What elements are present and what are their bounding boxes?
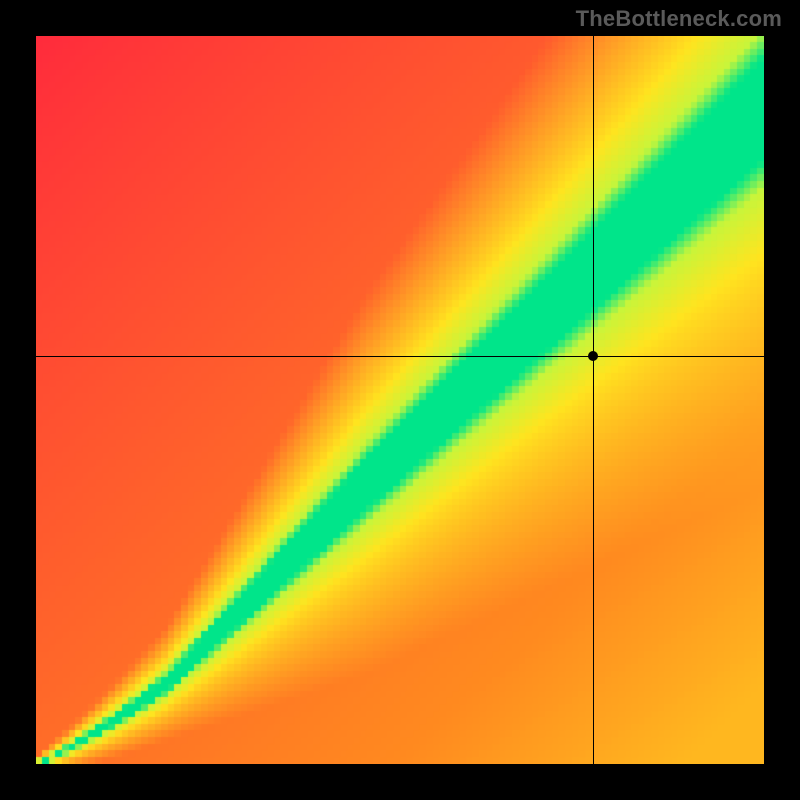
crosshair-marker[interactable] [588, 351, 598, 361]
heatmap-canvas [36, 36, 764, 764]
chart-container: TheBottleneck.com [0, 0, 800, 800]
crosshair-vertical [593, 36, 594, 764]
watermark-text: TheBottleneck.com [576, 6, 782, 32]
crosshair-horizontal [36, 356, 764, 357]
